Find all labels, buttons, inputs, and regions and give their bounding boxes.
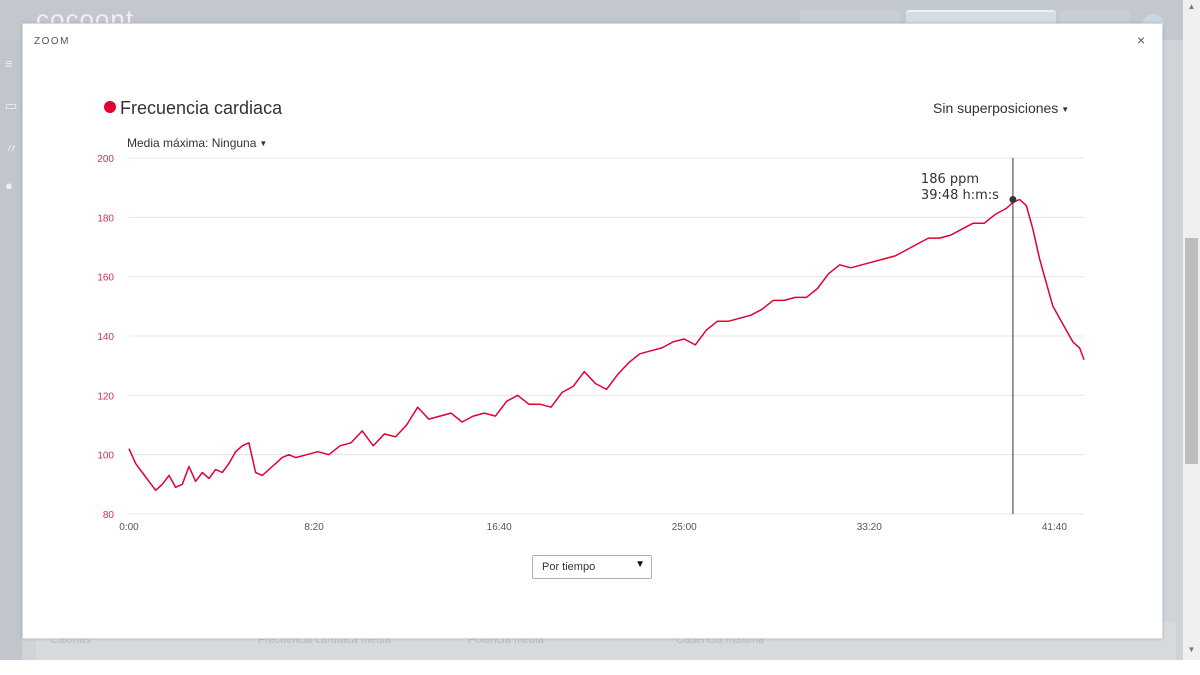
max-average-dropdown[interactable]: Media máxima: Ninguna ▼ xyxy=(127,136,267,150)
y-tick-label: 120 xyxy=(97,391,114,402)
scroll-down-arrow-icon[interactable]: ▼ xyxy=(1187,645,1196,654)
y-tick-label: 180 xyxy=(97,213,114,224)
caret-down-icon: ▼ xyxy=(259,139,268,148)
y-tick-label: 160 xyxy=(97,273,114,284)
x-tick-label: 33:20 xyxy=(857,522,882,533)
x-tick-label: 41:40 xyxy=(1042,522,1067,533)
y-tick-label: 140 xyxy=(97,332,114,343)
x-tick-label: 8:20 xyxy=(304,522,324,533)
chart-grid xyxy=(129,157,1084,515)
scroll-up-arrow-icon[interactable]: ▲ xyxy=(1187,2,1196,11)
y-tick-label: 80 xyxy=(103,510,115,521)
user-icon: ● xyxy=(5,178,13,193)
series-layer xyxy=(128,198,1085,492)
background-sidebar: ≡ ▭ 〃 ● xyxy=(0,40,22,660)
overlay-dropdown-label: Sin superposiciones xyxy=(933,100,1059,116)
heart-rate-chart[interactable]: 80 100 120 140 160 180 200 0:00 8:20 16:40 25:00 3… xyxy=(23,24,1162,638)
max-average-label: Media máxima: Ninguna xyxy=(127,136,257,150)
inbox-icon: ▭ xyxy=(5,98,18,113)
modal-title: ZOOM xyxy=(34,36,70,47)
hover-value-label: 186 ppm xyxy=(921,172,979,187)
y-tick-label: 100 xyxy=(97,451,114,462)
series-color-dot xyxy=(104,101,116,113)
caret-down-icon: ▼ xyxy=(1061,105,1070,114)
hover-time-label: 39:48 h:m:s xyxy=(921,188,999,203)
overlay-dropdown[interactable]: Sin superposiciones ▼ xyxy=(933,100,1069,116)
activity-icon: 〃 xyxy=(5,141,19,156)
x-axis-ticks: 0:00 8:20 16:40 25:00 33:20 41:40 xyxy=(119,522,1067,533)
x-mode-label: Por tiempo xyxy=(542,561,596,573)
scrollbar-thumb[interactable] xyxy=(1185,238,1198,464)
chart-title: Frecuencia cardiaca xyxy=(120,98,283,118)
close-icon[interactable]: × xyxy=(1137,32,1146,48)
x-tick-label: 0:00 xyxy=(119,522,139,533)
y-tick-label: 200 xyxy=(97,154,114,165)
x-tick-label: 25:00 xyxy=(672,522,697,533)
zoom-modal: ZOOM × Frecuencia cardiaca Sin superposi… xyxy=(22,23,1163,639)
x-tick-label: 16:40 xyxy=(487,522,512,533)
y-axis-ticks: 80 100 120 140 160 180 200 xyxy=(97,154,114,521)
menu-icon: ≡ xyxy=(5,56,13,71)
bottom-strip xyxy=(0,660,1200,675)
dropdown-arrow-icon: ▼ xyxy=(635,559,645,570)
hover-point xyxy=(1009,196,1017,204)
heart-rate-series-line xyxy=(128,198,1085,492)
x-mode-select[interactable]: Por tiempo ▼ xyxy=(532,555,652,579)
